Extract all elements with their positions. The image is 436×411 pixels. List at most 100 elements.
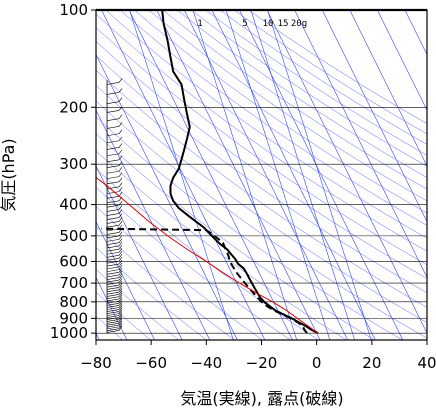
wind-barb-flag <box>118 155 123 161</box>
wind-barb <box>106 170 120 174</box>
wind-barb-flag <box>118 290 123 295</box>
wind-barb <box>106 307 120 310</box>
wind-barb <box>106 213 120 216</box>
wind-barb-flag <box>118 296 123 302</box>
wind-barb <box>106 284 120 288</box>
isotherm-line <box>96 165 183 340</box>
dry-adiabat-line <box>96 150 347 340</box>
dry-adiabat-line <box>96 168 319 340</box>
wind-barb <box>106 140 120 144</box>
parcel-line <box>96 177 319 334</box>
wind-barb-flag <box>118 241 123 247</box>
dry-adiabat-line <box>96 186 291 340</box>
wind-barb-flag <box>118 122 123 127</box>
wind-barb <box>106 260 120 264</box>
wind-barb-flag <box>118 285 123 291</box>
wind-barb-flag <box>118 172 123 177</box>
temperature-line <box>161 10 319 335</box>
wind-barb <box>106 321 120 324</box>
x-tick-label: −20 <box>246 354 278 372</box>
mixing-ratio-label: 1 <box>197 19 202 29</box>
isotherm-line <box>128 10 293 340</box>
dry-adiabat-line <box>134 10 427 214</box>
isotherm-line <box>404 10 427 56</box>
wind-barb-flag <box>118 273 123 278</box>
wind-barb <box>106 269 120 272</box>
mixing-ratio-line <box>267 10 372 340</box>
wind-barb-flag <box>118 317 123 322</box>
dry-adiabat-line <box>162 10 427 190</box>
wind-barb-flag <box>118 213 123 218</box>
wind-barb <box>106 298 120 302</box>
wind-barb <box>106 277 120 280</box>
plot-area <box>96 10 427 340</box>
wind-barb <box>106 279 120 283</box>
x-tick-label: 20 <box>362 354 381 372</box>
mixing-ratio-line <box>225 10 331 340</box>
wind-barb <box>106 191 120 194</box>
x-tick-label: −60 <box>135 354 167 372</box>
wind-barb <box>106 165 120 168</box>
isotherm-line <box>96 109 210 340</box>
wind-barb-flag <box>118 313 123 318</box>
wind-barb <box>106 153 120 157</box>
wind-barb <box>106 221 120 224</box>
wind-barb <box>106 186 120 190</box>
wind-barb-flag <box>118 187 123 192</box>
wind-barb-flag <box>118 129 123 134</box>
wind-barb-flag <box>118 182 123 187</box>
wind-barb <box>106 291 120 295</box>
wind-barb <box>106 257 120 261</box>
wind-barb <box>106 294 120 297</box>
wind-barb-flag <box>118 200 123 206</box>
wind-barb-flag <box>118 283 123 288</box>
isotherm-line <box>239 10 404 340</box>
wind-barb-flag <box>118 143 123 148</box>
wind-barb <box>106 266 120 270</box>
mixing-ratio-label: 20g <box>291 19 307 29</box>
wind-barb-flag <box>118 294 123 300</box>
wind-barb <box>106 195 120 199</box>
wind-barb-flag <box>118 78 123 83</box>
wind-barb <box>106 176 120 179</box>
dry-adiabat-line <box>96 55 427 294</box>
wind-barb <box>106 209 120 212</box>
y-tick-label: 900 <box>59 309 88 327</box>
dry-adiabat-line <box>96 133 375 340</box>
wind-barb-flag <box>118 305 123 310</box>
wind-barb <box>106 282 120 285</box>
y-tick-label: 100 <box>59 1 88 19</box>
wind-barb <box>106 255 120 258</box>
isotherm-line <box>101 10 266 340</box>
wind-barb <box>106 296 120 300</box>
wind-barb-flag <box>118 106 123 111</box>
wind-barb <box>106 181 120 185</box>
wind-barb <box>106 224 120 228</box>
dry-adiabat-line <box>205 10 427 156</box>
wind-barb <box>106 204 120 208</box>
wind-barb-flag <box>118 292 123 297</box>
isotherm-line <box>96 221 155 340</box>
wind-barb <box>106 315 120 318</box>
wind-barb <box>106 235 120 239</box>
y-tick-label: 600 <box>59 252 88 270</box>
wind-barb <box>106 300 120 304</box>
wind-barb-flag <box>118 231 123 237</box>
x-tick-label: 0 <box>312 354 322 372</box>
wind-barb-flag <box>118 326 123 331</box>
wind-barb <box>106 126 120 129</box>
wind-barb-flag <box>118 238 123 243</box>
wind-barb <box>106 287 120 290</box>
dry-adiabat-line <box>96 85 427 323</box>
isotherm-line <box>211 10 376 340</box>
y-tick-label: 700 <box>59 274 88 292</box>
dry-adiabat-line <box>96 13 427 252</box>
wind-barb-flag <box>118 315 123 320</box>
x-tick-label: 40 <box>417 354 436 372</box>
wind-barb <box>106 118 120 121</box>
isotherm-line <box>156 10 321 340</box>
dry-adiabat-line <box>191 10 427 167</box>
isotherm-line <box>266 10 427 334</box>
mixing-ratio-line <box>250 10 355 340</box>
wind-barb-flag <box>118 301 123 306</box>
